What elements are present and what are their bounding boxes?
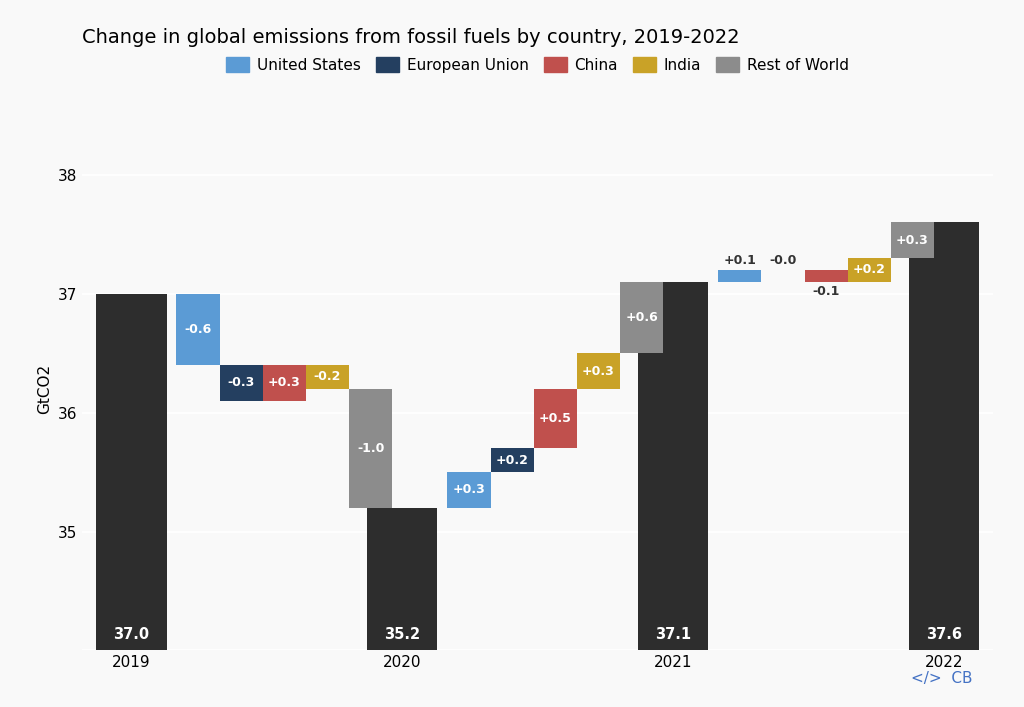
Text: -0.2: -0.2 <box>313 370 341 383</box>
Text: -0.0: -0.0 <box>769 254 797 267</box>
Text: 37.6: 37.6 <box>926 627 962 642</box>
Text: -0.1: -0.1 <box>812 285 840 298</box>
Bar <box>263 365 306 401</box>
Bar <box>908 223 979 650</box>
Bar <box>367 508 437 650</box>
Text: -0.6: -0.6 <box>184 323 212 336</box>
Bar <box>447 472 490 508</box>
Text: +0.6: +0.6 <box>625 311 657 324</box>
Bar <box>490 448 534 472</box>
Bar <box>176 293 219 365</box>
Bar <box>577 354 620 389</box>
Bar <box>638 282 709 650</box>
Bar <box>891 223 934 258</box>
Text: +0.2: +0.2 <box>496 454 528 467</box>
Text: +0.3: +0.3 <box>453 484 485 496</box>
Bar <box>219 365 263 401</box>
Bar <box>349 389 392 508</box>
Y-axis label: GtCO2: GtCO2 <box>37 364 52 414</box>
Text: -1.0: -1.0 <box>357 442 384 455</box>
Bar <box>96 293 167 650</box>
Bar <box>620 282 664 354</box>
Text: +0.2: +0.2 <box>853 264 886 276</box>
Text: +0.5: +0.5 <box>539 412 571 425</box>
Bar <box>805 270 848 282</box>
Bar <box>718 270 762 282</box>
Text: Change in global emissions from fossil fuels by country, 2019-2022: Change in global emissions from fossil f… <box>82 28 739 47</box>
Text: +0.3: +0.3 <box>268 376 301 390</box>
Bar <box>848 258 891 282</box>
Legend: United States, European Union, China, India, Rest of World: United States, European Union, China, In… <box>220 51 855 79</box>
Text: +0.1: +0.1 <box>723 254 757 267</box>
Text: 37.1: 37.1 <box>655 627 691 642</box>
Text: -0.3: -0.3 <box>227 376 255 390</box>
Text: 37.0: 37.0 <box>114 627 150 642</box>
Text: </>  CB: </> CB <box>911 671 973 686</box>
Text: +0.3: +0.3 <box>582 365 614 378</box>
Bar <box>534 389 577 448</box>
Text: +0.3: +0.3 <box>896 234 929 247</box>
Bar <box>306 365 349 389</box>
Text: 35.2: 35.2 <box>384 627 420 642</box>
